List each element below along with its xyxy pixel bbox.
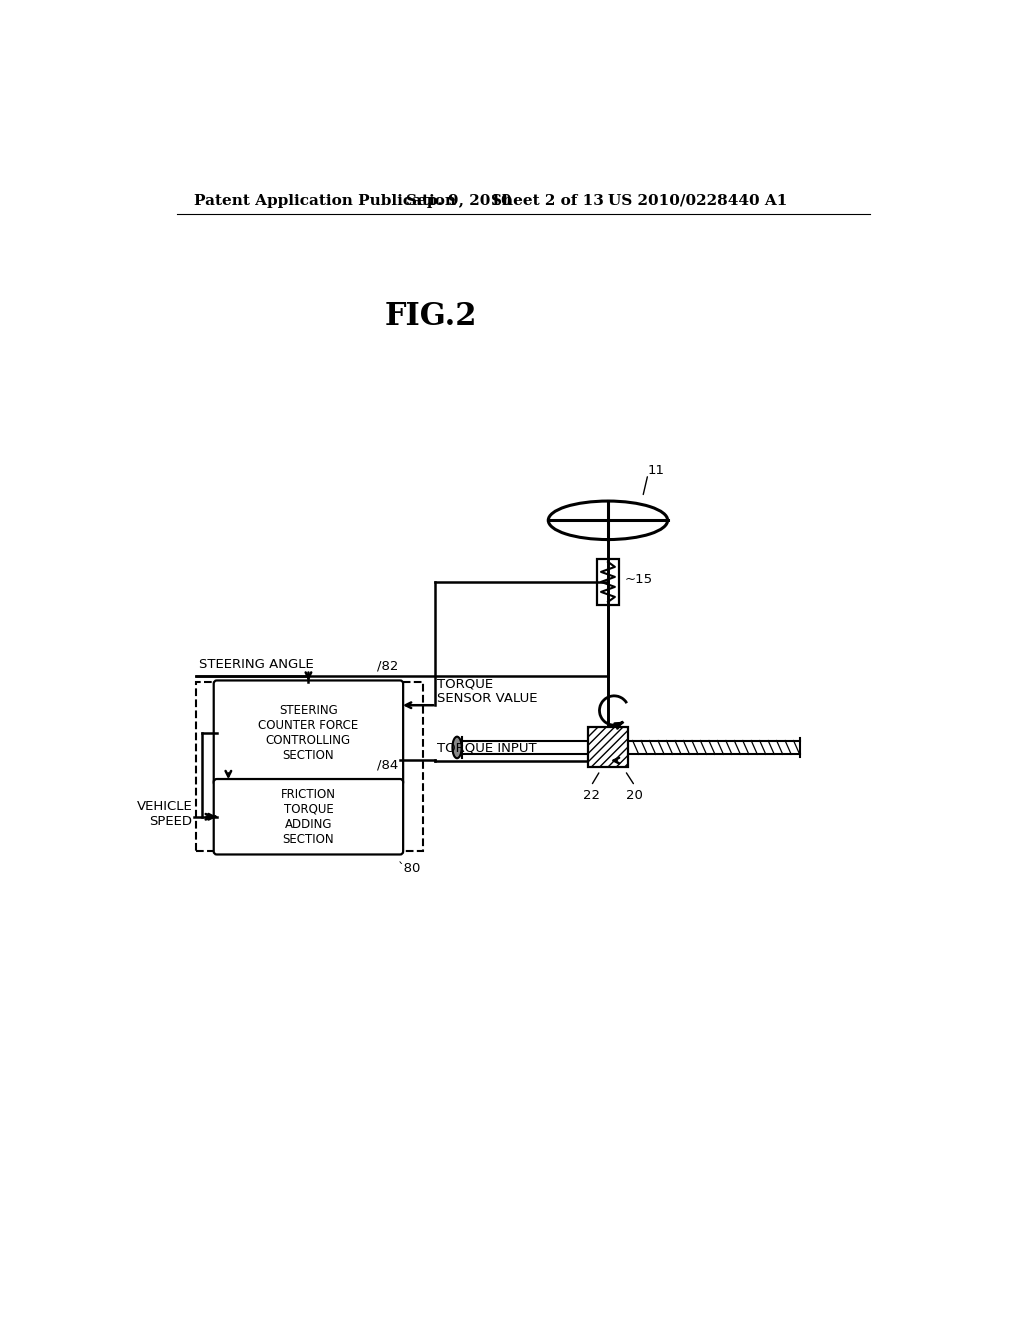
Text: Patent Application Publication: Patent Application Publication [194,194,456,207]
Text: /82: /82 [377,660,398,673]
Text: FIG.2: FIG.2 [385,301,477,331]
Ellipse shape [453,737,462,758]
Text: /84: /84 [377,758,398,771]
Text: STEERING ANGLE: STEERING ANGLE [199,659,313,671]
Text: `80: `80 [398,862,422,875]
Text: TORQUE INPUT: TORQUE INPUT [437,742,537,755]
Text: 11: 11 [648,463,665,477]
Text: FRICTION
TORQUE
ADDING
SECTION: FRICTION TORQUE ADDING SECTION [281,788,336,846]
Text: 20: 20 [627,789,643,803]
FancyBboxPatch shape [214,681,403,785]
FancyBboxPatch shape [214,779,403,854]
Bar [588,727,628,767]
Text: US 2010/0228440 A1: US 2010/0228440 A1 [608,194,787,207]
Text: TORQUE
SENSOR VALUE: TORQUE SENSOR VALUE [437,677,538,705]
Bar [196,682,423,851]
Bar [597,558,618,605]
Text: ~15: ~15 [625,573,653,586]
Text: Sheet 2 of 13: Sheet 2 of 13 [490,194,604,207]
Text: 22: 22 [583,789,599,803]
Text: VEHICLE
SPEED: VEHICLE SPEED [136,800,193,828]
Text: STEERING
COUNTER FORCE
CONTROLLING
SECTION: STEERING COUNTER FORCE CONTROLLING SECTI… [258,704,358,762]
Text: Sep. 9, 2010: Sep. 9, 2010 [407,194,512,207]
